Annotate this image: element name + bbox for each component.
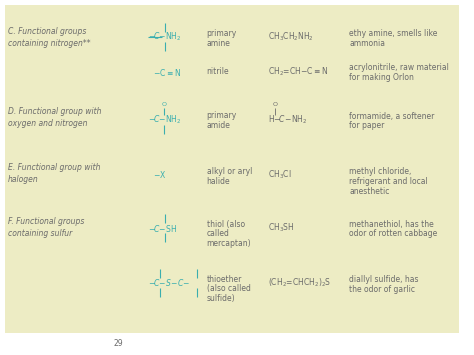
Text: ammonia: ammonia: [349, 38, 385, 48]
Text: for paper: for paper: [349, 121, 384, 131]
Text: CH$_3$CH$_2$NH$_2$: CH$_3$CH$_2$NH$_2$: [268, 31, 313, 43]
Text: CH$_2$=CH$-$C$\equiv$N: CH$_2$=CH$-$C$\equiv$N: [268, 66, 328, 78]
Text: (CH$_2$=CHCH$_2$)$_2$S: (CH$_2$=CHCH$_2$)$_2$S: [268, 277, 331, 289]
Text: 29: 29: [113, 339, 123, 349]
Text: acrylonitrile, raw material: acrylonitrile, raw material: [349, 64, 449, 72]
Text: alkyl or aryl: alkyl or aryl: [207, 166, 252, 175]
Text: $-\!C\!-\!$NH$_2$: $-\!C\!-\!$NH$_2$: [147, 114, 181, 126]
Text: diallyl sulfide, has: diallyl sulfide, has: [349, 274, 419, 284]
Text: methanethiol, has the: methanethiol, has the: [349, 219, 434, 229]
Text: containing sulfur: containing sulfur: [8, 229, 72, 237]
Text: amine: amine: [207, 38, 230, 48]
Text: D. Functional group with: D. Functional group with: [8, 108, 101, 116]
Text: $-$X: $-$X: [154, 169, 167, 180]
Text: (also called: (also called: [207, 284, 250, 294]
Text: F. Functional groups: F. Functional groups: [8, 218, 84, 226]
Text: containing nitrogen**: containing nitrogen**: [8, 38, 91, 48]
Text: O: O: [162, 102, 167, 106]
Text: CH$_3$Cl: CH$_3$Cl: [268, 169, 291, 181]
Text: O: O: [273, 102, 278, 106]
Text: formamide, a softener: formamide, a softener: [349, 111, 435, 120]
Text: sulfide): sulfide): [207, 295, 235, 304]
Text: methyl chloride,: methyl chloride,: [349, 166, 411, 175]
Text: primary: primary: [207, 111, 237, 120]
Text: amide: amide: [207, 121, 230, 131]
Text: E. Functional group with: E. Functional group with: [8, 164, 100, 173]
FancyBboxPatch shape: [5, 5, 459, 333]
Text: called: called: [207, 229, 229, 239]
Text: H$-\!C\!-\!$NH$_2$: H$-\!C\!-\!$NH$_2$: [268, 114, 307, 126]
Text: primary: primary: [207, 28, 237, 38]
Text: anesthetic: anesthetic: [349, 186, 390, 196]
Text: nitrile: nitrile: [207, 67, 229, 76]
Text: refrigerant and local: refrigerant and local: [349, 176, 428, 186]
Text: for making Orlon: for making Orlon: [349, 73, 414, 82]
Text: oxygen and nitrogen: oxygen and nitrogen: [8, 119, 87, 127]
Text: odor of rotten cabbage: odor of rotten cabbage: [349, 229, 438, 239]
Text: CH$_3$SH: CH$_3$SH: [268, 222, 294, 234]
Text: halogen: halogen: [8, 175, 38, 184]
Text: mercaptan): mercaptan): [207, 240, 251, 248]
Text: $-$C$\equiv$N: $-$C$\equiv$N: [154, 66, 182, 77]
Text: $-\!C\!-\!$NH$_2$: $-\!C\!-\!$NH$_2$: [147, 31, 181, 43]
Text: $-\!C\!-\!$SH: $-\!C\!-\!$SH: [147, 223, 177, 234]
Text: $-\!C\!-\!S\!-\!C\!-$: $-\!C\!-\!S\!-\!C\!-$: [147, 278, 190, 289]
Text: halide: halide: [207, 176, 230, 186]
Text: thiol (also: thiol (also: [207, 219, 245, 229]
Text: the odor of garlic: the odor of garlic: [349, 284, 415, 294]
Text: thioether: thioether: [207, 274, 242, 284]
Text: C. Functional groups: C. Functional groups: [8, 27, 86, 37]
Text: ethy amine, smells like: ethy amine, smells like: [349, 28, 438, 38]
